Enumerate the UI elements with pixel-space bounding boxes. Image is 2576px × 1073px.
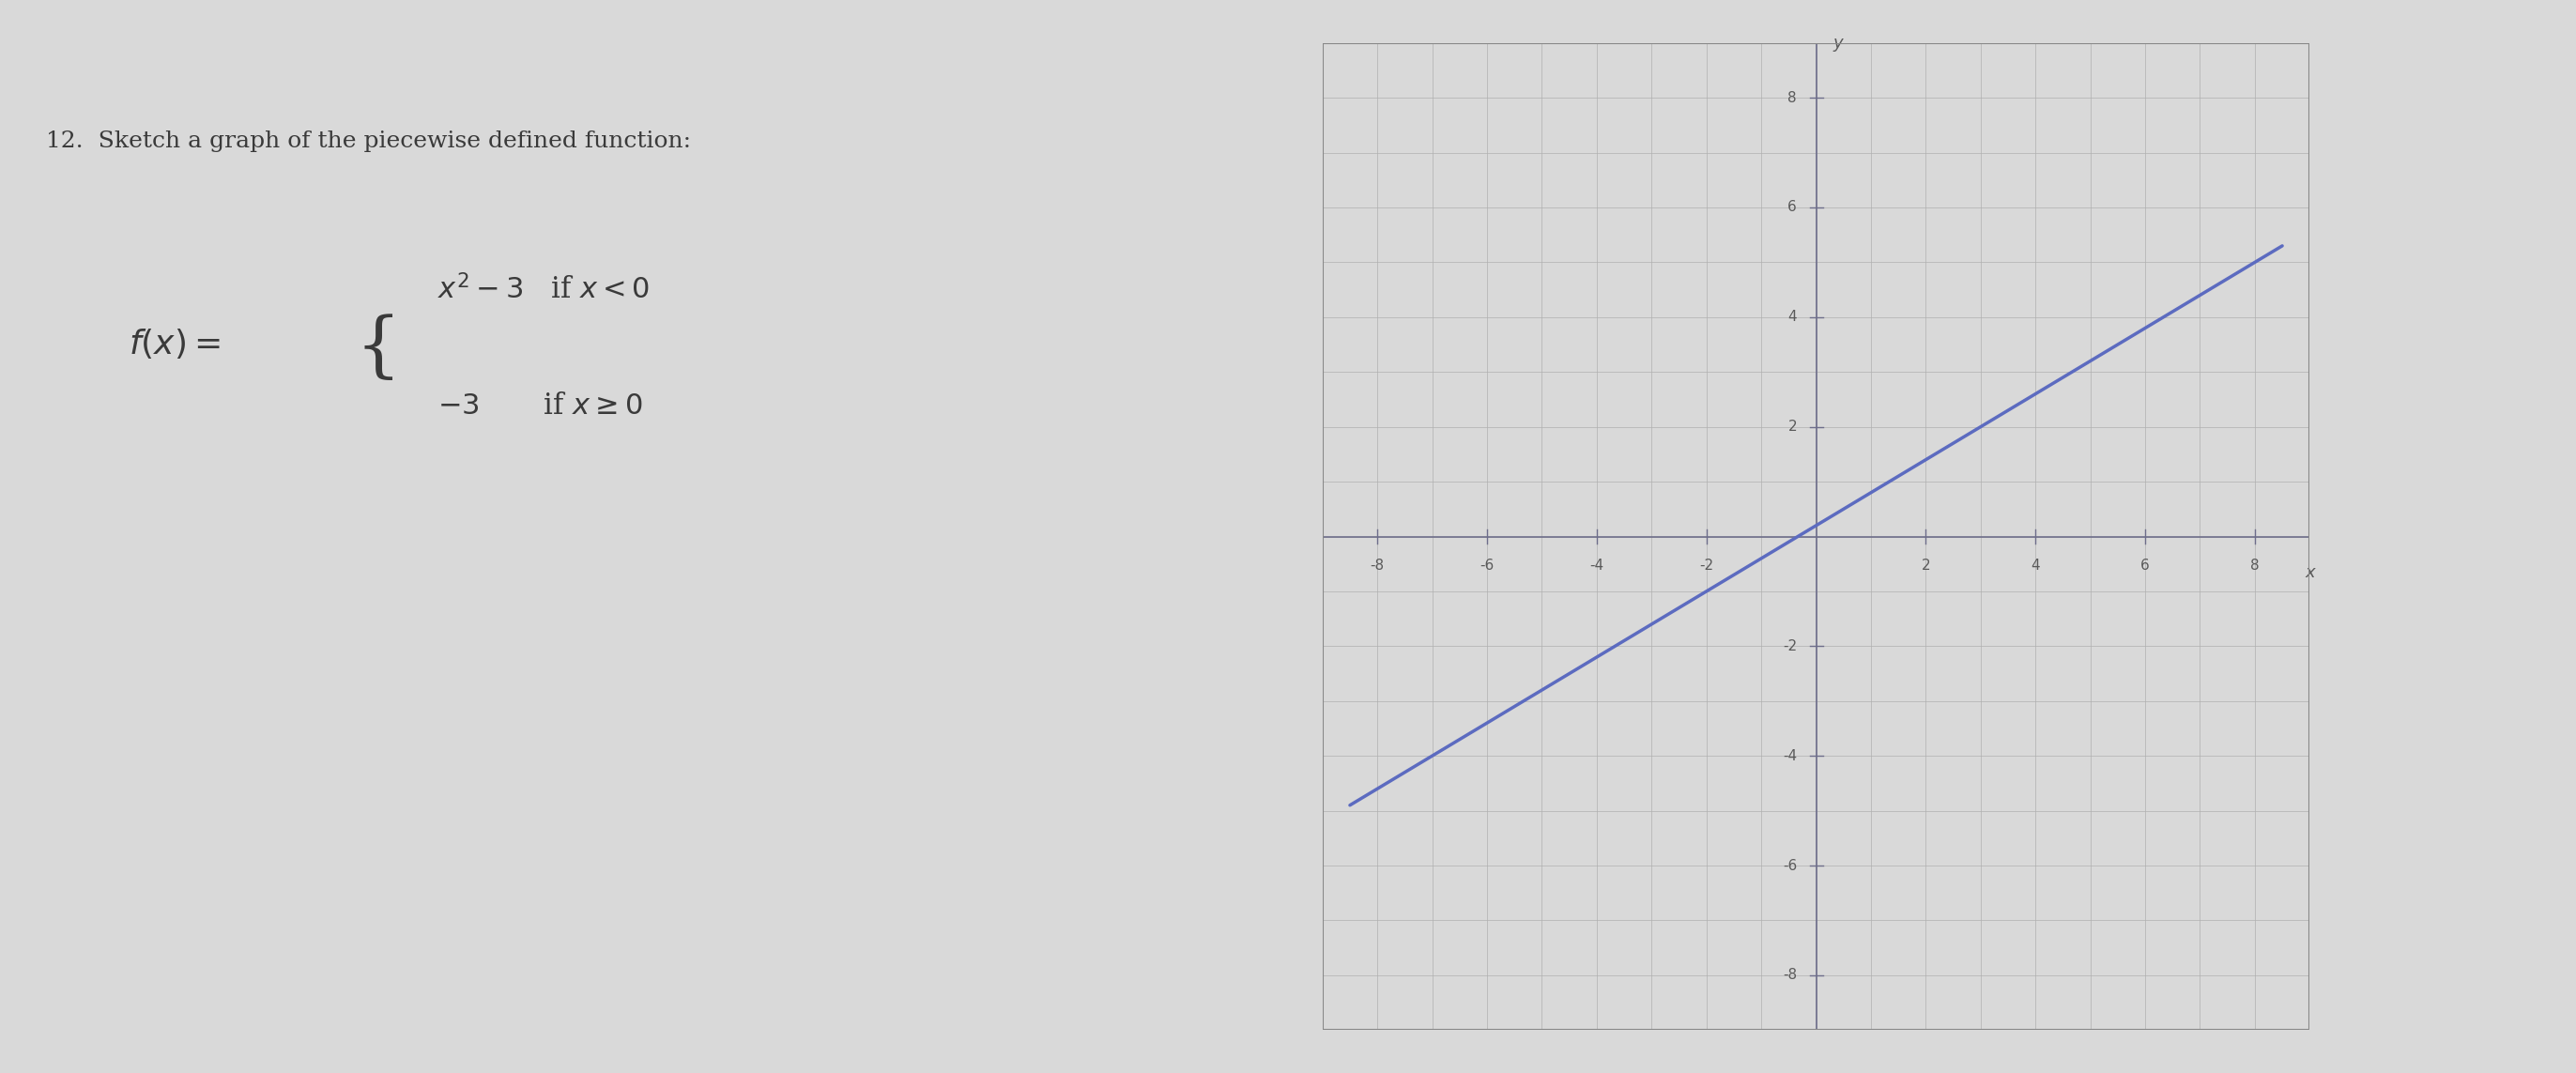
Text: 2: 2 <box>1922 558 1929 573</box>
Text: -6: -6 <box>1479 558 1494 573</box>
Text: 8: 8 <box>2251 558 2259 573</box>
Text: -8: -8 <box>1370 558 1383 573</box>
Text: -2: -2 <box>1700 558 1713 573</box>
Text: 4: 4 <box>2030 558 2040 573</box>
Text: 8: 8 <box>1788 91 1798 105</box>
Text: 2: 2 <box>1788 420 1798 433</box>
Text: $-3$       if $x \geq 0$: $-3$ if $x \geq 0$ <box>438 392 644 421</box>
Text: y: y <box>1832 34 1842 52</box>
Text: $f(x)=$: $f(x)=$ <box>129 326 222 361</box>
Text: -6: -6 <box>1783 858 1798 872</box>
Text: -4: -4 <box>1589 558 1605 573</box>
Text: $x^2-3$   if $x < 0$: $x^2-3$ if $x < 0$ <box>438 275 649 306</box>
Text: 12.  Sketch a graph of the piecewise defined function:: 12. Sketch a graph of the piecewise defi… <box>46 131 690 152</box>
Text: {: { <box>355 313 402 383</box>
Text: 6: 6 <box>2141 558 2151 573</box>
Text: 6: 6 <box>1788 201 1798 215</box>
Text: x: x <box>2306 564 2316 580</box>
Text: -4: -4 <box>1783 749 1798 763</box>
Text: 4: 4 <box>1788 310 1798 324</box>
Text: -8: -8 <box>1783 968 1798 982</box>
Text: -2: -2 <box>1783 640 1798 653</box>
